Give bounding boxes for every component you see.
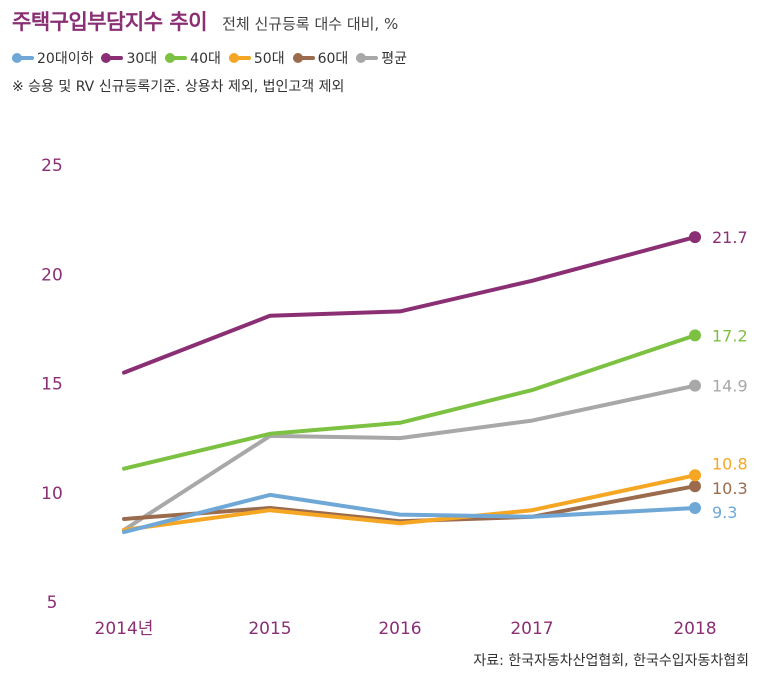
series-end-point xyxy=(689,231,701,244)
legend-label: 20대이하 xyxy=(37,51,94,67)
legend-item: 40대 xyxy=(165,48,221,68)
x-tick-label: 2017 xyxy=(510,619,553,639)
legend-swatch xyxy=(356,53,379,63)
series-line xyxy=(122,484,697,524)
series-end-point xyxy=(689,469,701,482)
chart-subtitle: 전체 신규등록 대수 대비, % xyxy=(222,15,399,33)
y-tick-label: 5 xyxy=(47,593,58,613)
legend-swatch xyxy=(292,53,315,63)
legend-label: 40대 xyxy=(190,51,221,67)
series-line xyxy=(122,473,697,532)
legend-item: 50대 xyxy=(228,48,285,68)
legend-label: 50대 xyxy=(253,51,285,67)
chart-note: ※ 승용 및 RV 신규등록기준. 상용차 제외, 법인고객 제외 xyxy=(12,79,345,95)
data-label: 9.3 xyxy=(712,503,737,522)
series-end-point xyxy=(689,329,701,342)
series-line xyxy=(122,383,697,532)
title-row: 주택구입부담지수 추이 전체 신규등록 대수 대비, % xyxy=(12,6,398,36)
legend-swatch xyxy=(165,53,188,63)
legend-swatch xyxy=(228,53,251,63)
legend-swatch xyxy=(101,53,124,63)
legend-label: 30대 xyxy=(126,51,158,67)
legend-label: 60대 xyxy=(317,51,349,67)
x-tick-label: 2015 xyxy=(248,619,291,639)
x-tick-label: 2014년 xyxy=(95,619,154,639)
legend-item: 30대 xyxy=(101,48,157,68)
series-line xyxy=(122,235,697,375)
y-tick-label: 25 xyxy=(41,156,63,176)
chart-title: 주택구입부담지수 추이 xyxy=(12,10,208,34)
x-tick-label: 2018 xyxy=(673,619,716,639)
data-label: 14.9 xyxy=(712,377,748,396)
legend-item: 60대 xyxy=(292,48,349,68)
series-line xyxy=(122,492,697,535)
data-label: 10.3 xyxy=(712,479,748,498)
legend: 20대이하 30대 40대 50대 60대 평균 xyxy=(12,48,407,68)
series-end-point xyxy=(689,502,701,515)
y-tick-label: 15 xyxy=(41,375,63,395)
legend-label: 평균 xyxy=(381,51,408,67)
series-end-point xyxy=(689,480,701,493)
x-tick-label: 2016 xyxy=(378,619,421,639)
series-line xyxy=(122,333,697,471)
legend-item: 20대이하 xyxy=(12,48,93,68)
y-tick-label: 20 xyxy=(41,265,63,285)
legend-swatch xyxy=(12,53,34,63)
y-tick-label: 10 xyxy=(41,484,63,504)
series-end-point xyxy=(689,379,701,392)
source-note: 자료: 한국자동차산업협회, 한국수입자동차협회 xyxy=(473,653,749,669)
data-label: 10.8 xyxy=(712,454,748,473)
data-label: 17.2 xyxy=(712,326,748,345)
data-label: 21.7 xyxy=(712,228,748,247)
legend-item: 평균 xyxy=(356,48,407,68)
